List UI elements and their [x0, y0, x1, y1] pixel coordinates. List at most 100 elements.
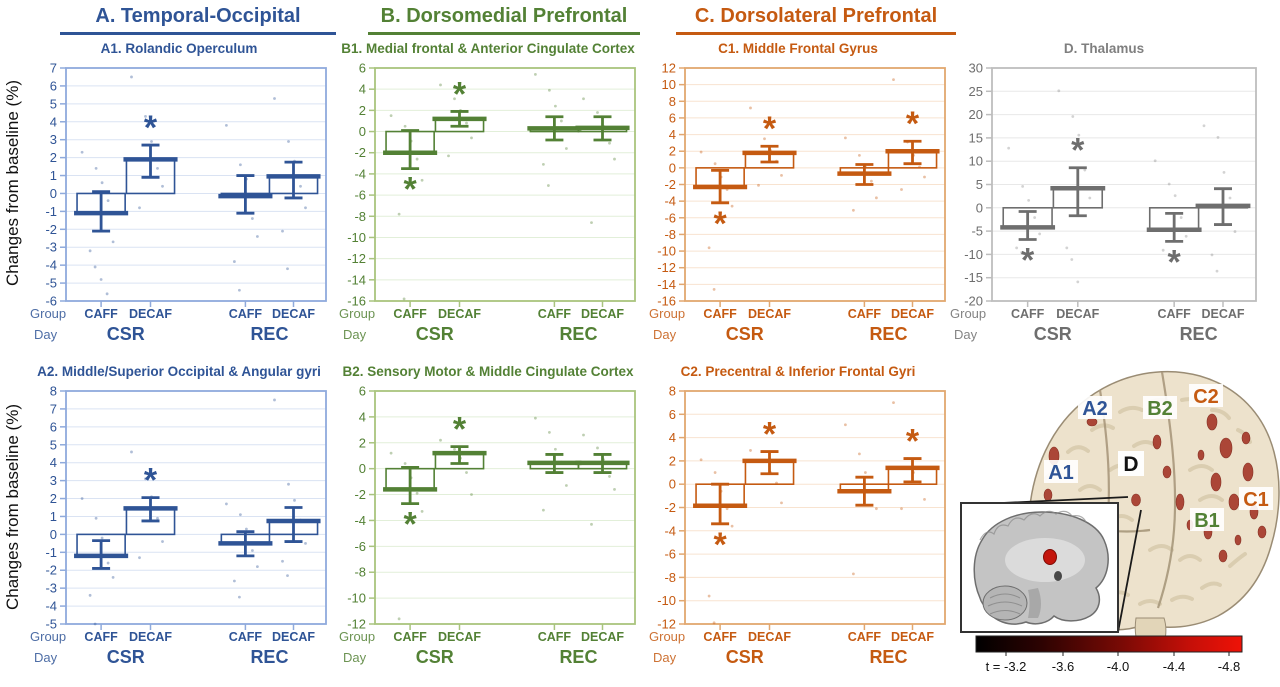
data-point	[402, 297, 406, 301]
y-tick-label: -6	[354, 539, 366, 554]
plot-border	[374, 390, 636, 625]
y-tick-label: 6	[669, 407, 676, 422]
section-header-c-label: C. Dorsolateral Prefrontal	[694, 5, 938, 27]
data-point	[397, 212, 401, 216]
data-point	[749, 106, 752, 110]
data-point	[286, 574, 289, 578]
brain-figure-panel: A2 B2 C2 A1 D C1 B1	[950, 360, 1280, 687]
y-tick-label: 0	[669, 160, 676, 175]
data-point	[299, 184, 302, 188]
y-tick-label: 12	[662, 61, 676, 76]
data-point	[1070, 258, 1074, 261]
y-tick-label: 6	[50, 419, 57, 434]
data-point	[844, 423, 847, 427]
data-point	[144, 114, 147, 118]
data-point	[397, 617, 401, 621]
brain-label-a1: A1	[1048, 462, 1074, 484]
data-point	[1020, 251, 1024, 254]
data-point	[470, 136, 473, 140]
y-tick-label: 4	[669, 127, 676, 142]
data-point	[900, 507, 903, 511]
data-point	[80, 497, 84, 500]
axis-caption-day: Day	[34, 327, 58, 342]
day-label-csr: CSR	[107, 647, 145, 667]
data-point	[281, 229, 284, 233]
data-point	[780, 173, 783, 177]
y-tick-label: 2	[359, 435, 366, 450]
y-tick-label: -2	[664, 177, 676, 192]
day-label-csr: CSR	[107, 324, 145, 344]
y-tick-label: -5	[45, 276, 57, 291]
y-tick-label: 0	[50, 186, 57, 201]
y-tick-label: -12	[347, 617, 366, 632]
y-tick-label: 2	[669, 453, 676, 468]
y-axis-label-row1: Changes from baseline (%)	[3, 80, 22, 286]
significance-star: *	[713, 526, 727, 564]
day-label-rec: REC	[1180, 324, 1218, 344]
data-point	[608, 475, 611, 478]
significance-star: *	[453, 75, 467, 113]
data-point	[875, 507, 878, 511]
data-point	[304, 541, 307, 545]
data-point	[858, 452, 861, 456]
significance-star: *	[403, 506, 417, 544]
data-point	[608, 141, 611, 145]
y-tick-label: -10	[964, 247, 983, 262]
y-tick-label: 5	[50, 437, 57, 452]
group-tick-label: CAFF	[393, 307, 427, 321]
data-point	[763, 137, 766, 141]
day-label-csr: CSR	[416, 647, 454, 667]
data-point	[156, 516, 159, 520]
significance-star: *	[144, 109, 158, 147]
y-tick-label: 6	[359, 384, 366, 399]
significance-star: *	[763, 110, 777, 148]
data-point	[106, 561, 110, 565]
y-tick-label: -10	[657, 593, 676, 608]
group-tick-label: DECAF	[891, 307, 934, 321]
group-tick-label: DECAF	[272, 307, 315, 321]
y-tick-label: 25	[969, 84, 983, 99]
axis-caption-day: Day	[653, 327, 677, 342]
group-tick-label: DECAF	[581, 307, 624, 321]
thalamus-activation-spot	[1043, 549, 1057, 565]
y-tick-label: 3	[50, 132, 57, 147]
group-tick-label: DECAF	[1056, 307, 1099, 321]
brain-label-d: D	[1123, 453, 1138, 476]
section-header-b: B. Dorsomedial Prefrontal	[368, 5, 640, 35]
data-point	[749, 449, 752, 452]
group-tick-label: CAFF	[229, 307, 263, 321]
data-point	[590, 522, 593, 526]
axis-caption-group: Group	[950, 306, 986, 321]
y-tick-label: 2	[669, 144, 676, 159]
y-tick-label: -8	[664, 227, 676, 242]
y-tick-label: -4	[45, 258, 57, 273]
significance-star: *	[144, 462, 158, 500]
colorbar-tick-1: -3.6	[1052, 659, 1074, 674]
data-point	[534, 416, 537, 420]
axis-caption-day: Day	[954, 327, 978, 342]
section-header-a-label: A. Temporal-Occipital	[95, 5, 301, 27]
data-point	[542, 508, 545, 512]
axis-caption-day: Day	[34, 650, 58, 665]
section-header-a: A. Temporal-Occipital	[60, 5, 336, 35]
data-point	[144, 477, 147, 481]
data-point	[560, 119, 563, 123]
significance-star: *	[453, 411, 467, 449]
brain-figure: A2 B2 C2 A1 D C1 B1	[960, 370, 1280, 674]
panel-b2-title: B2. Sensory Motor & Middle Cingulate Cor…	[342, 364, 634, 379]
y-tick-label: -2	[45, 222, 57, 237]
data-point	[238, 288, 241, 292]
y-tick-label: -2	[664, 500, 676, 515]
day-label-rec: REC	[250, 647, 288, 667]
y-tick-label: 0	[669, 477, 676, 492]
panel-c2-title: C2. Precentral & Inferior Frontal Gyri	[680, 364, 916, 379]
data-point	[245, 527, 248, 531]
day-label-csr: CSR	[416, 324, 454, 344]
data-point	[138, 206, 141, 210]
t-colorbar: t = -3.2 -3.6 -4.0 -4.4 -4.8	[975, 635, 1243, 674]
data-point	[613, 157, 616, 161]
y-tick-label: -8	[664, 570, 676, 585]
y-tick-label: -8	[354, 209, 366, 224]
data-point	[439, 438, 442, 442]
data-point	[273, 398, 276, 402]
